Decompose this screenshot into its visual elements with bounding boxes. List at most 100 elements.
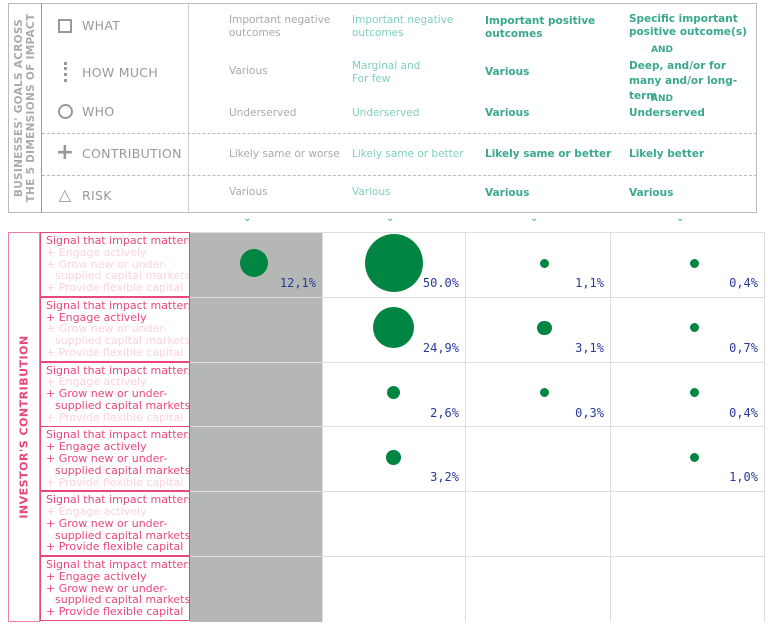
bubble [373, 307, 414, 349]
value-label: 0,7% [729, 340, 758, 355]
row-label-line: + Engage actively [46, 440, 147, 454]
row-label-line: + Grow new or under- [46, 257, 168, 271]
chevron-down-icon: ⌄ [676, 213, 685, 224]
bubble [689, 258, 699, 268]
bubble [540, 258, 549, 268]
row-label-line: + Provide flexible capital [46, 605, 184, 619]
row-label: Signal that impact matters + Engage activ… [40, 556, 190, 621]
dimension-label: RISK [82, 187, 112, 203]
row-label-line: Signal that impact matters [46, 493, 190, 507]
value-label: 3,1% [575, 340, 604, 355]
grid-line [190, 232, 764, 233]
row-label-line: + Provide flexible capital [46, 410, 184, 424]
value-label: 50.0% [422, 276, 459, 290]
col4-and: AND [651, 45, 673, 55]
side-label-line: THE 5 DIMENSIONS OF IMPACT [24, 13, 37, 203]
dimension-label: CONTRIBUTION [82, 145, 182, 161]
col3-how-much: Various [485, 66, 530, 78]
row-label-line: + Grow new or under- [46, 387, 168, 401]
dotted-line-icon [56, 62, 74, 82]
grid-line [190, 491, 764, 493]
dimension-how-much: HOW MUCH [56, 62, 158, 82]
row-label-line: + Engage actively [46, 504, 147, 518]
row-label-line: supplied capital markets [55, 593, 190, 607]
value-label: 0,4% [729, 276, 758, 290]
divider [42, 175, 757, 176]
col4-and: AND [651, 94, 673, 104]
grid-line [465, 232, 466, 622]
col4-who: Underserved [629, 107, 705, 119]
dimension-contribution: + CONTRIBUTION [55, 140, 182, 165]
row-label-line: + Grow new or under- [46, 451, 168, 465]
chevron-down-icon: ⌄ [243, 213, 252, 224]
investor-contribution-axis: INVESTOR'S CONTRIBUTION [8, 232, 40, 622]
grid-line [190, 556, 764, 557]
row-label-line: + Engage actively [46, 245, 147, 259]
row-label-line: Signal that impact matters [46, 298, 190, 312]
row-label-line: + Engage actively [46, 375, 147, 389]
divider [42, 133, 757, 134]
bubble [689, 323, 699, 333]
bubble [537, 320, 552, 336]
bubble [239, 248, 269, 278]
divider [188, 3, 189, 213]
triangle-icon: △ [58, 185, 72, 204]
dimension-label: WHAT [82, 18, 121, 33]
square-icon [56, 18, 74, 33]
row-label: Signal that impact matters + Engage activ… [40, 426, 190, 492]
dimension-risk: △ RISK [56, 187, 112, 203]
row-label-line: supplied capital markets [55, 269, 190, 283]
row-label-line: + Grow new or under- [46, 516, 168, 530]
row-label: Signal that impact matters + Engage activ… [40, 296, 190, 362]
row-label-line: + Engage actively [46, 569, 147, 583]
dimension-what: WHAT [56, 18, 120, 33]
row-label-line: + Grow new or under- [46, 581, 168, 595]
row-label-line: supplied capital markets [55, 528, 190, 542]
chevron-down-icon: ⌄ [530, 213, 539, 224]
dimension-who: WHO [56, 104, 115, 119]
row-label-line: + Provide flexible capital [46, 540, 184, 554]
col3-risk: Various [485, 187, 530, 199]
col3-what: Important positive outcomes [485, 15, 596, 40]
grid-line [190, 296, 764, 298]
row-label: Signal that impact matters + Engage activ… [40, 491, 190, 557]
col2-who: Underserved [352, 107, 420, 119]
value-label: 12,1% [279, 276, 316, 290]
row-label: Signal that impact matters + Engage activ… [40, 361, 190, 427]
col1-who: Underserved [229, 107, 297, 119]
dimension-label: HOW MUCH [82, 64, 159, 80]
row-label-line: + Engage actively [46, 310, 147, 324]
bubble [386, 385, 401, 400]
grid-line [322, 232, 323, 622]
value-label: 1,0% [729, 470, 758, 485]
row-label-line: + Provide flexible capital [46, 281, 184, 295]
plus-icon: + [55, 140, 75, 165]
row-label: Signal that impact matters + Engage activ… [40, 232, 190, 297]
grid-line [610, 232, 611, 622]
col1-how-much: Various [229, 65, 268, 77]
chevron-down-icon: ⌄ [386, 213, 395, 224]
business-goals-side-label: BUSINESSES' GOALS ACROSS THE 5 DIMENSIONS… [8, 3, 42, 213]
col4-contribution: Likely better [629, 148, 705, 160]
bubble [689, 388, 699, 398]
row-label-line: supplied capital markets [55, 334, 190, 348]
value-label: 0,4% [729, 405, 758, 420]
value-label: 3,2% [430, 470, 459, 485]
col4-how-much: Deep, and/or for many and/or long-term [629, 60, 738, 102]
row-label-line: supplied capital markets [55, 398, 190, 412]
bubble [540, 388, 549, 398]
value-label: 2,6% [430, 405, 459, 420]
bubble [386, 450, 401, 465]
y-axis-label: INVESTOR'S CONTRIBUTION [17, 335, 31, 519]
col2-contribution: Likely same or better [352, 148, 464, 160]
side-label-line: BUSINESSES' GOALS ACROSS [12, 18, 25, 198]
col2-risk: Various [352, 186, 391, 198]
row-label-line: + Provide flexible capital [46, 345, 184, 359]
value-label: 24,9% [422, 340, 459, 355]
grid-line [764, 232, 765, 622]
value-label: 0,3% [575, 405, 604, 420]
col2-what: Important negative outcomes [352, 14, 454, 39]
col1-contribution: Likely same or worse [229, 148, 340, 160]
row-label-line: supplied capital markets [55, 463, 190, 477]
